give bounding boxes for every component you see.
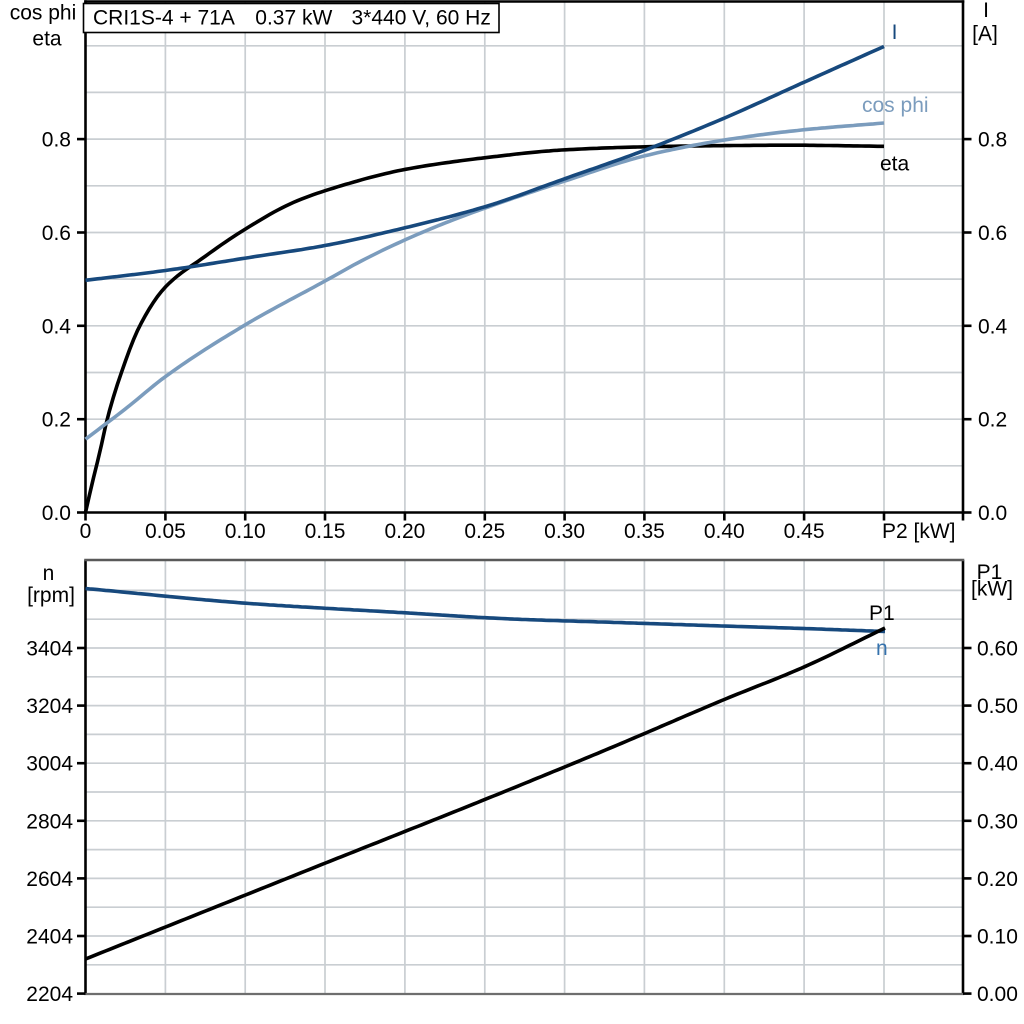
- svg-text:cos phi: cos phi: [10, 2, 77, 25]
- svg-text:2204: 2204: [26, 983, 73, 1006]
- svg-text:0.60: 0.60: [977, 638, 1018, 661]
- svg-text:0.10: 0.10: [977, 926, 1018, 949]
- svg-text:I: I: [892, 21, 898, 44]
- svg-text:0.45: 0.45: [784, 520, 825, 543]
- svg-text:0.6: 0.6: [42, 222, 71, 245]
- svg-text:3204: 3204: [26, 695, 73, 718]
- svg-text:2804: 2804: [26, 810, 73, 833]
- svg-text:0.40: 0.40: [977, 753, 1018, 776]
- svg-text:[A]: [A]: [972, 23, 998, 46]
- svg-text:n: n: [43, 562, 55, 585]
- svg-text:0: 0: [80, 520, 92, 543]
- svg-text:0.20: 0.20: [977, 868, 1018, 891]
- svg-text:0.6: 0.6: [978, 222, 1007, 245]
- svg-text:0.40: 0.40: [704, 520, 745, 543]
- svg-text:2604: 2604: [26, 868, 73, 891]
- svg-text:P1: P1: [869, 602, 895, 625]
- svg-text:3*440 V, 60 Hz: 3*440 V, 60 Hz: [352, 7, 491, 30]
- svg-text:0.20: 0.20: [384, 520, 425, 543]
- svg-text:0.35: 0.35: [624, 520, 665, 543]
- svg-text:n: n: [876, 637, 888, 660]
- svg-text:0.10: 0.10: [225, 520, 266, 543]
- svg-text:I: I: [983, 0, 989, 22]
- svg-text:0.4: 0.4: [42, 315, 72, 338]
- svg-text:P1: P1: [977, 561, 1003, 584]
- svg-text:CRI1S-4 + 71A: CRI1S-4 + 71A: [93, 7, 235, 30]
- svg-text:0.00: 0.00: [977, 983, 1018, 1006]
- svg-text:0.50: 0.50: [977, 695, 1018, 718]
- svg-text:0.25: 0.25: [464, 520, 505, 543]
- svg-text:eta: eta: [32, 28, 62, 51]
- svg-text:0.30: 0.30: [544, 520, 585, 543]
- svg-text:0.8: 0.8: [978, 129, 1007, 152]
- svg-text:0.0: 0.0: [978, 502, 1007, 525]
- svg-text:eta: eta: [880, 153, 910, 176]
- svg-text:0.4: 0.4: [978, 315, 1008, 338]
- svg-text:2404: 2404: [26, 926, 73, 949]
- svg-text:P2 [kW]: P2 [kW]: [882, 520, 956, 543]
- svg-text:0.8: 0.8: [42, 129, 71, 152]
- svg-text:0.30: 0.30: [977, 810, 1018, 833]
- svg-text:3404: 3404: [26, 638, 73, 661]
- svg-text:3004: 3004: [26, 753, 73, 776]
- svg-text:[kW]: [kW]: [971, 578, 1013, 601]
- svg-text:0.2: 0.2: [978, 409, 1007, 432]
- svg-text:0.37 kW: 0.37 kW: [255, 7, 332, 30]
- svg-text:0.15: 0.15: [305, 520, 346, 543]
- svg-text:[rpm]: [rpm]: [27, 584, 75, 607]
- svg-text:0.2: 0.2: [42, 409, 71, 432]
- svg-text:0.05: 0.05: [145, 520, 186, 543]
- svg-text:cos phi: cos phi: [862, 94, 929, 117]
- svg-text:0.0: 0.0: [42, 502, 71, 525]
